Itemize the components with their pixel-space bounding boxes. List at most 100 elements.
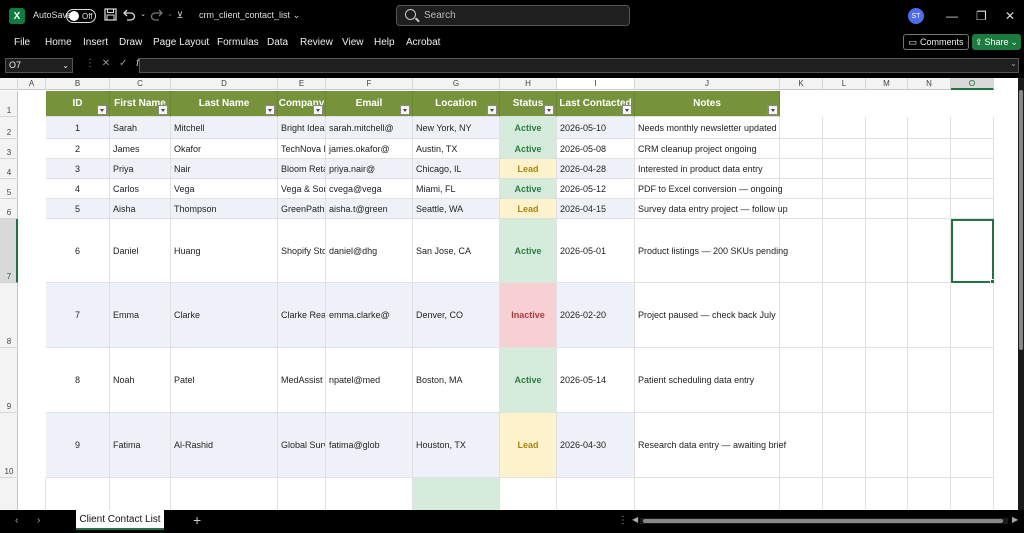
empty-cell[interactable] bbox=[951, 283, 994, 348]
column-header-l[interactable]: L bbox=[823, 78, 866, 90]
table-cell[interactable]: 2026-04-28 bbox=[557, 159, 635, 179]
table-cell[interactable]: npatel@med bbox=[326, 348, 413, 413]
table-cell[interactable]: 2026-05-12 bbox=[557, 179, 635, 199]
empty-cell[interactable] bbox=[780, 117, 823, 139]
empty-cell[interactable] bbox=[908, 348, 951, 413]
row-header-1[interactable]: 1 bbox=[0, 91, 18, 117]
column-header-g[interactable]: G bbox=[413, 78, 500, 90]
empty-cell[interactable] bbox=[951, 179, 994, 199]
next-sheet-icon[interactable]: › bbox=[37, 515, 41, 526]
scroll-thumb[interactable] bbox=[643, 519, 1003, 523]
tab-page-layout[interactable]: Page Layout bbox=[153, 37, 210, 48]
table-cell[interactable]: 1 bbox=[46, 117, 110, 139]
status-badge[interactable]: Active bbox=[500, 348, 557, 413]
table-cell[interactable]: Patient scheduling data entry bbox=[635, 348, 780, 413]
table-cell[interactable]: priya.nair@ bbox=[326, 159, 413, 179]
table-cell[interactable]: Emma bbox=[110, 283, 171, 348]
table-cell[interactable]: Seattle, WA bbox=[413, 199, 500, 219]
tab-acrobat[interactable]: Acrobat bbox=[406, 37, 441, 48]
empty-cell[interactable] bbox=[866, 159, 908, 179]
table-cell[interactable]: 9 bbox=[46, 413, 110, 478]
empty-cell[interactable] bbox=[908, 117, 951, 139]
selected-cell[interactable] bbox=[951, 219, 995, 284]
table-cell[interactable]: Bloom Retail bbox=[278, 159, 326, 179]
table-cell[interactable]: fatima@glob bbox=[326, 413, 413, 478]
tab-data[interactable]: Data bbox=[267, 37, 289, 48]
undo-dropdown-icon[interactable]: ⌄ bbox=[140, 11, 146, 18]
table-header-last-name[interactable]: Last Name bbox=[171, 91, 278, 117]
empty-cell[interactable] bbox=[866, 478, 908, 510]
table-cell[interactable]: Austin, TX bbox=[413, 139, 500, 159]
search-box[interactable]: Search bbox=[396, 5, 630, 26]
empty-cell[interactable] bbox=[823, 139, 866, 159]
table-cell[interactable]: Mitchell bbox=[171, 117, 278, 139]
empty-cell[interactable] bbox=[46, 478, 110, 510]
table-header-company[interactable]: Company bbox=[278, 91, 326, 117]
table-cell[interactable]: 6 bbox=[46, 219, 110, 283]
table-cell[interactable]: sarah.mitchell@ bbox=[326, 117, 413, 139]
table-cell[interactable]: 4 bbox=[46, 179, 110, 199]
table-cell[interactable]: cvega@vega bbox=[326, 179, 413, 199]
column-header-k[interactable]: K bbox=[780, 78, 823, 90]
confirm-icon[interactable]: ✓ bbox=[118, 58, 128, 69]
scroll-right-icon[interactable]: ▶ bbox=[1012, 515, 1019, 524]
redo-icon[interactable] bbox=[150, 8, 164, 22]
empty-cell[interactable] bbox=[908, 159, 951, 179]
tab-view[interactable]: View bbox=[342, 37, 364, 48]
table-cell[interactable]: 3 bbox=[46, 159, 110, 179]
row-header-7[interactable]: 7 bbox=[0, 219, 18, 283]
empty-cell[interactable] bbox=[635, 478, 780, 510]
table-cell[interactable]: aisha.t@green bbox=[326, 199, 413, 219]
table-header-first-name[interactable]: First Name bbox=[110, 91, 171, 117]
restore-icon[interactable]: ❐ bbox=[976, 9, 987, 23]
table-cell[interactable]: daniel@dhg bbox=[326, 219, 413, 283]
more-options-icon[interactable]: ⋮ bbox=[618, 515, 628, 526]
add-sheet-icon[interactable]: + bbox=[193, 512, 202, 528]
empty-cell[interactable] bbox=[951, 139, 994, 159]
empty-cell[interactable] bbox=[823, 117, 866, 139]
empty-cell[interactable] bbox=[823, 413, 866, 478]
empty-cell[interactable] bbox=[780, 139, 823, 159]
status-badge[interactable]: Lead bbox=[500, 159, 557, 179]
tab-formulas[interactable]: Formulas bbox=[217, 37, 259, 48]
empty-cell[interactable] bbox=[823, 199, 866, 219]
table-cell[interactable]: Vega bbox=[171, 179, 278, 199]
column-header-e[interactable]: E bbox=[278, 78, 326, 90]
empty-cell[interactable] bbox=[557, 478, 635, 510]
row-header-empty[interactable] bbox=[0, 478, 18, 510]
table-cell[interactable]: Chicago, IL bbox=[413, 159, 500, 179]
table-cell[interactable]: 5 bbox=[46, 199, 110, 219]
expand-formula-icon[interactable]: ⌄ bbox=[1010, 59, 1017, 68]
table-cell[interactable]: Survey data entry project — follow up bbox=[635, 199, 788, 219]
table-header-notes[interactable]: Notes bbox=[635, 91, 780, 117]
undo-icon[interactable] bbox=[122, 8, 136, 22]
column-header-c[interactable]: C bbox=[110, 78, 171, 90]
table-cell[interactable]: 2 bbox=[46, 139, 110, 159]
column-header-n[interactable]: N bbox=[908, 78, 951, 90]
empty-cell[interactable] bbox=[110, 478, 171, 510]
table-cell[interactable]: Fatima bbox=[110, 413, 171, 478]
empty-cell[interactable] bbox=[908, 179, 951, 199]
table-cell[interactable]: Thompson bbox=[171, 199, 278, 219]
table-cell[interactable]: New York, NY bbox=[413, 117, 500, 139]
row-header-2[interactable]: 2 bbox=[0, 117, 18, 139]
empty-cell[interactable] bbox=[866, 199, 908, 219]
empty-cell[interactable] bbox=[866, 348, 908, 413]
table-cell[interactable]: Sarah bbox=[110, 117, 171, 139]
filter-dropdown-icon[interactable] bbox=[400, 105, 410, 115]
table-cell[interactable]: james.okafor@ bbox=[326, 139, 413, 159]
empty-cell[interactable] bbox=[951, 413, 994, 478]
empty-cell[interactable] bbox=[951, 478, 994, 510]
filter-dropdown-icon[interactable] bbox=[622, 105, 632, 115]
status-badge[interactable]: Active bbox=[500, 179, 557, 199]
status-badge[interactable]: Inactive bbox=[500, 283, 557, 348]
redo-dropdown-icon[interactable]: ⌄ bbox=[167, 11, 173, 18]
comments-button[interactable]: ▭ Comments bbox=[903, 34, 969, 50]
table-cell[interactable]: 2026-04-15 bbox=[557, 199, 635, 219]
row-header-5[interactable]: 5 bbox=[0, 179, 18, 199]
fill-handle[interactable] bbox=[990, 279, 995, 284]
empty-cell[interactable] bbox=[866, 219, 908, 283]
empty-cell[interactable] bbox=[908, 139, 951, 159]
empty-cell[interactable] bbox=[866, 139, 908, 159]
